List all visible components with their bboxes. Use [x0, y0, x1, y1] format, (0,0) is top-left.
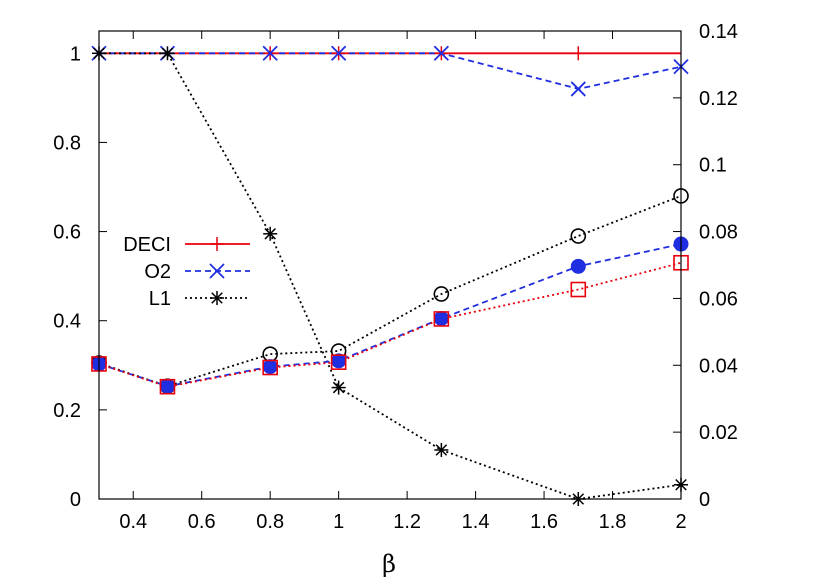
data-point-o2 [262, 45, 278, 61]
series-line-series-4 [98, 243, 682, 388]
legend-marker-deci [210, 237, 224, 251]
plot-frame [98, 30, 682, 500]
axes [98, 30, 682, 500]
x-tick-label: 1.4 [462, 511, 490, 533]
y2-tick-label: 0.02 [699, 422, 738, 444]
series-line-l1 [99, 52, 682, 500]
data-point-l1 [331, 380, 346, 395]
legend: DECI O2 L1 [123, 234, 250, 310]
y2-tick-label: 0.06 [699, 288, 738, 310]
series-line-series-5 [98, 261, 682, 388]
x-axis-label: β [382, 550, 396, 578]
data-point-series-5 [330, 354, 347, 370]
y2-tick-label: 0.14 [699, 21, 738, 43]
series-lines [98, 52, 682, 500]
y2-tick-label: 0.08 [699, 222, 738, 244]
y-tick-label: 0.6 [53, 222, 81, 244]
data-point-series-5 [159, 378, 176, 395]
y-tick-label: 0.8 [53, 132, 81, 154]
data-point-series-5 [570, 281, 587, 298]
data-point-series-4 [262, 359, 278, 375]
x-tick-label: 1 [333, 511, 344, 533]
legend-label-o2: O2 [144, 261, 171, 283]
series-line-series-3 [98, 195, 682, 388]
series-markers [91, 45, 689, 506]
y-tick-label: 0.2 [53, 400, 81, 422]
y2-tick-label: 0.1 [699, 155, 727, 177]
y-tick-label: 1 [70, 43, 81, 65]
x-tick-label: 1.8 [599, 511, 627, 533]
y-tick-label: 0.4 [53, 311, 81, 333]
x-tick-label: 2 [675, 511, 686, 533]
data-point-series-4 [159, 378, 175, 394]
data-point-series-3 [433, 286, 450, 302]
data-point-o2 [570, 81, 586, 97]
x-tick-label: 1.2 [393, 511, 421, 533]
data-point-series-3 [262, 346, 278, 362]
x-tick-label: 0.4 [119, 511, 147, 533]
data-point-series-5 [433, 311, 450, 327]
data-point-series-5 [262, 359, 278, 376]
y2-tick-label: 0.04 [699, 355, 738, 377]
data-point-series-4 [433, 310, 449, 326]
y-tick-label: 0 [70, 489, 81, 511]
x-tick-label: 0.8 [256, 511, 284, 533]
x-tick-label: 1.6 [530, 511, 558, 533]
x-tick-label: 0.6 [188, 511, 216, 533]
data-point-l1 [434, 442, 449, 457]
series-line-o2 [99, 52, 682, 90]
legend-marker-o2 [209, 263, 225, 279]
data-point-series-4 [570, 258, 586, 274]
legend-marker-l1 [210, 291, 224, 305]
legend-label-deci: DECI [123, 234, 171, 256]
y2-tick-label: 0.12 [699, 88, 738, 110]
legend-label-l1: L1 [149, 288, 171, 310]
data-point-l1 [160, 46, 175, 61]
data-point-series-3 [570, 228, 587, 244]
y2-tick-label: 0 [699, 489, 710, 511]
data-point-o2 [433, 45, 449, 61]
ticks: 0.4 0.6 0.8 1 1.2 1.4 1.6 1.8 200.20.40.60.8100.… [53, 21, 738, 533]
data-point-l1 [263, 226, 278, 241]
data-point-o2 [331, 45, 347, 61]
data-point-deci [571, 46, 586, 61]
